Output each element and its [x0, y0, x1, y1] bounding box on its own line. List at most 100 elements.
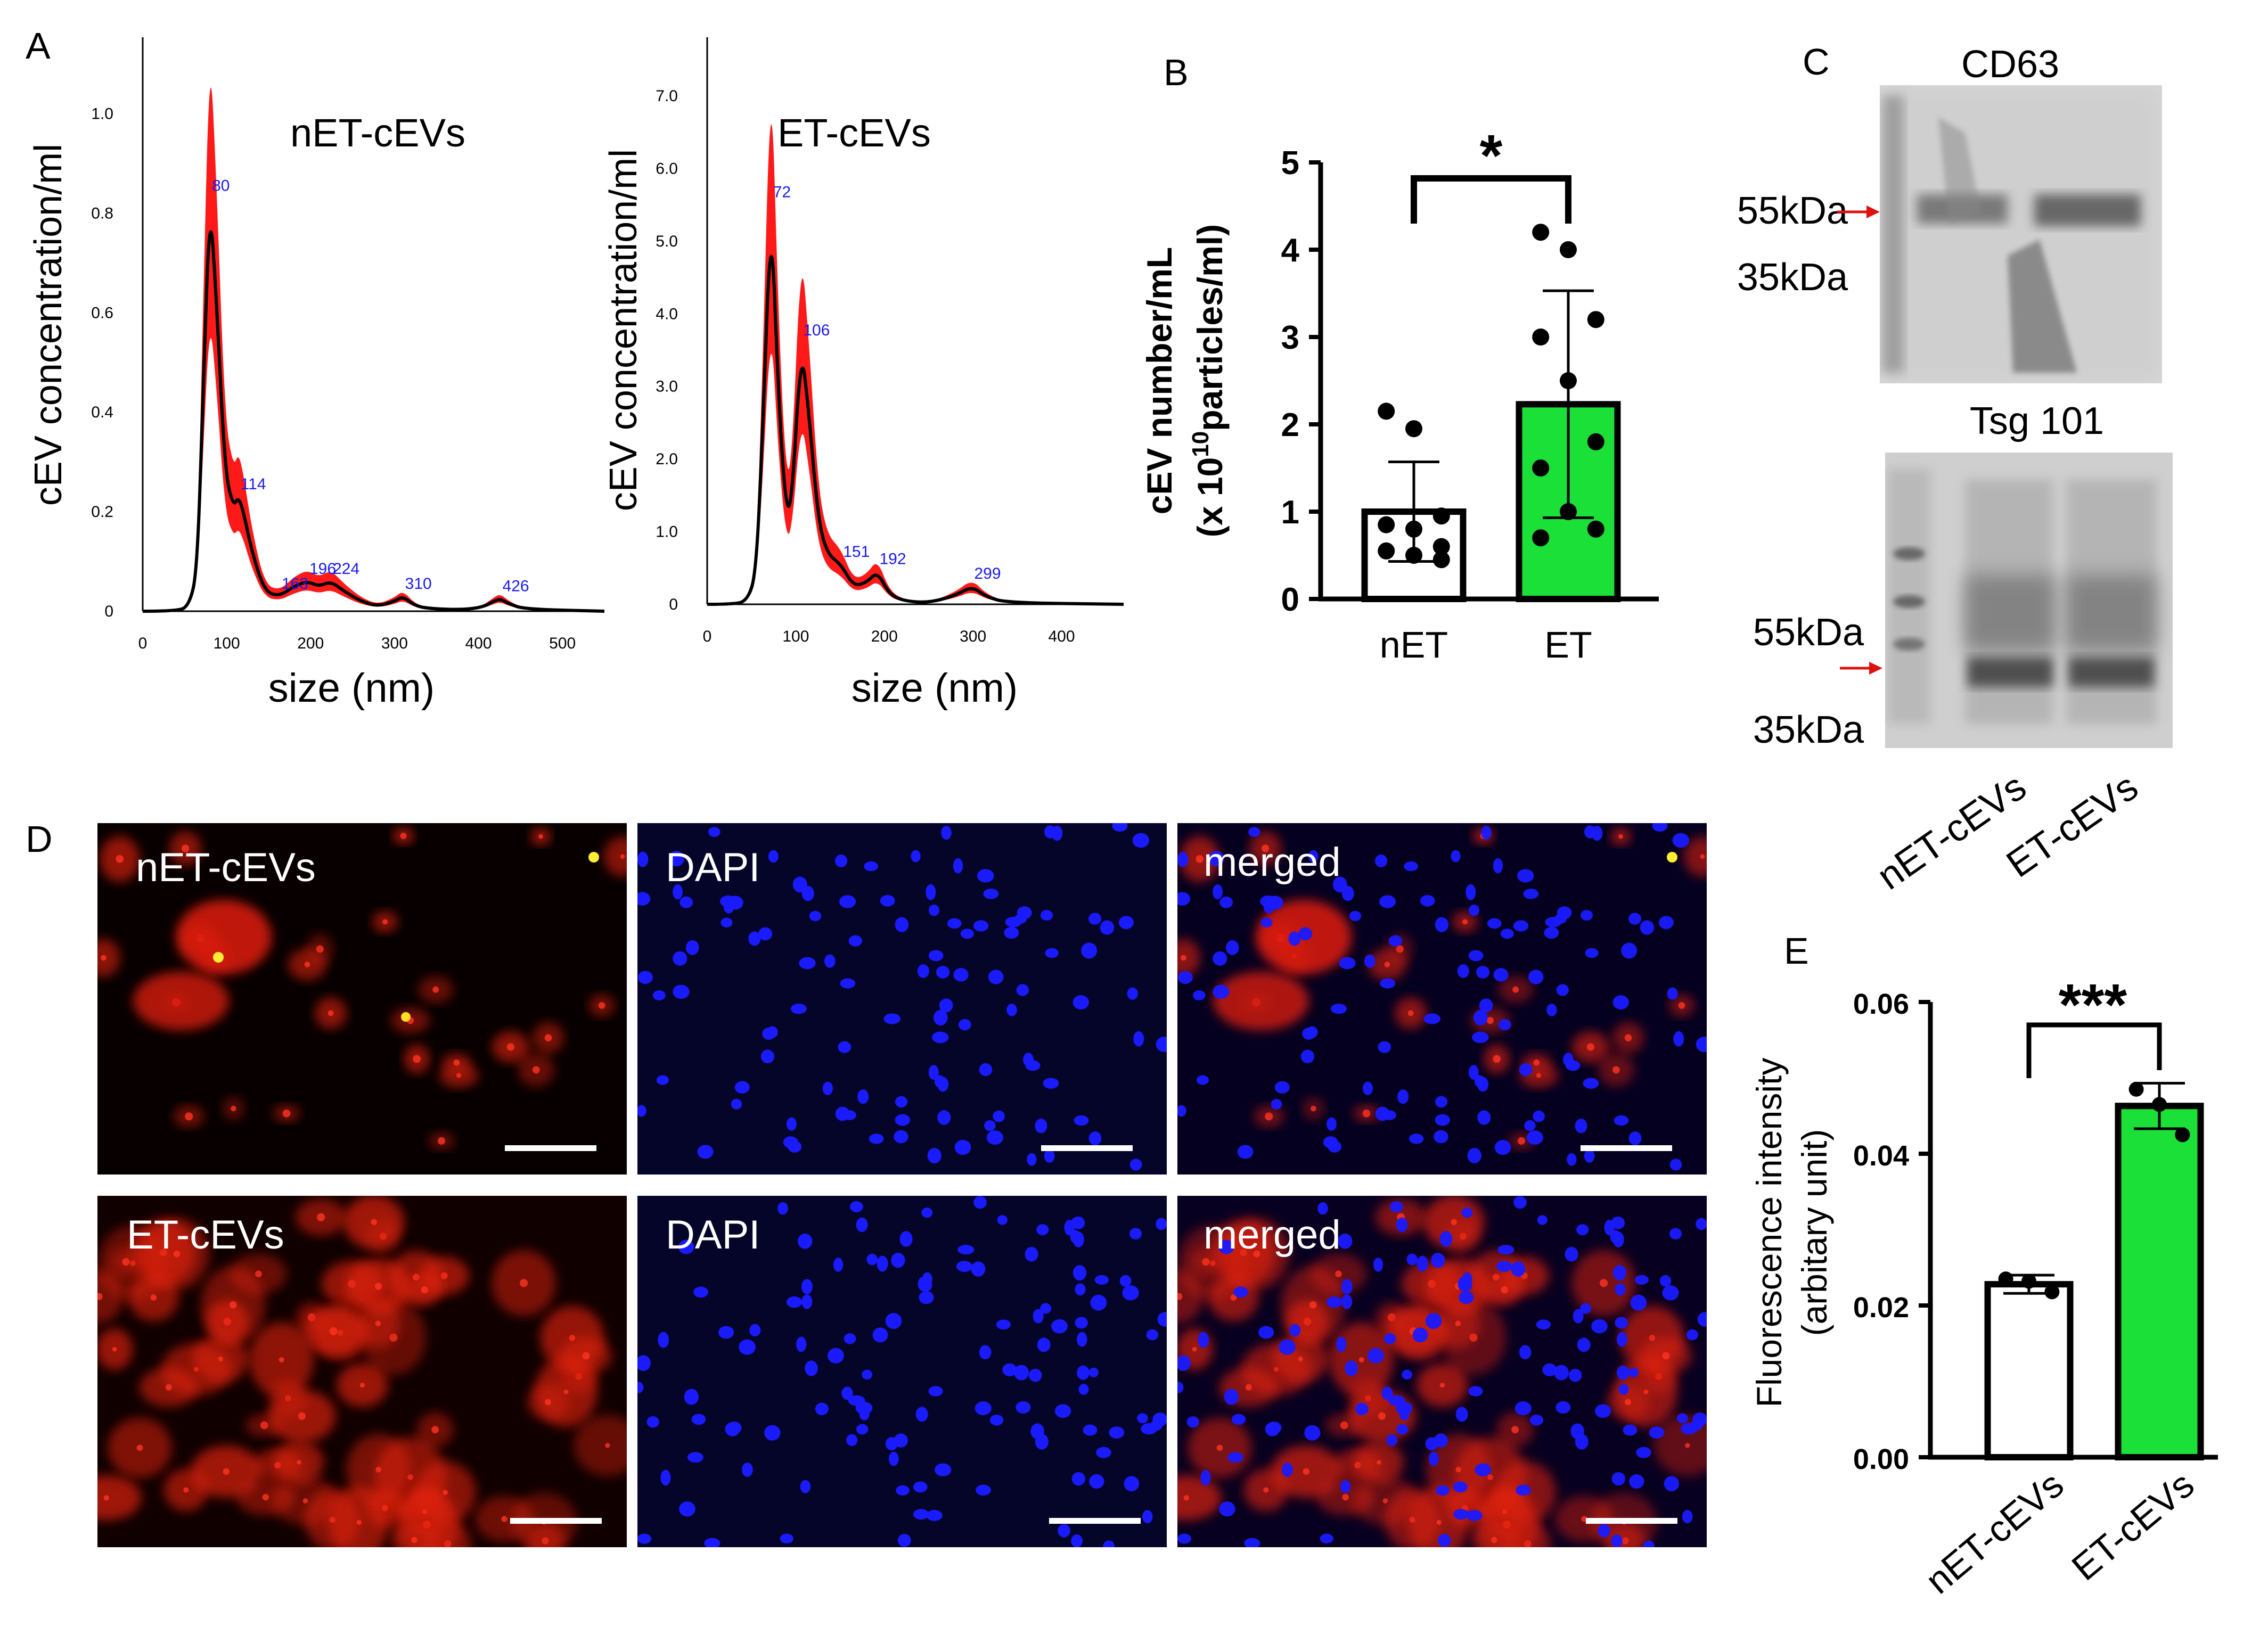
nucleus	[1406, 1253, 1418, 1266]
micrograph-grid: nET-cEVs DAPI merged ET-cEVs DAPI merged	[97, 823, 1707, 1547]
peak-label: 224	[333, 560, 359, 578]
nucleus	[1077, 1365, 1090, 1380]
nucleus	[953, 858, 963, 874]
vesicle	[1298, 1356, 1303, 1361]
vesicle	[1177, 1293, 1183, 1300]
vesicle	[456, 1073, 462, 1078]
nucleus	[1555, 1401, 1571, 1414]
vesicle	[229, 1301, 237, 1309]
vesicle	[165, 1384, 172, 1391]
cell	[1683, 836, 1707, 877]
nucleus	[957, 1245, 975, 1255]
nucleus	[800, 1480, 811, 1493]
nucleus	[1497, 1245, 1514, 1255]
nucleus	[1025, 1060, 1041, 1071]
nucleus	[1258, 1326, 1274, 1339]
nucleus	[796, 1336, 807, 1352]
nucleus	[1611, 1534, 1623, 1547]
cell	[603, 836, 627, 877]
nucleus	[1213, 984, 1230, 999]
nucleus	[725, 1422, 740, 1436]
vesicle	[223, 1468, 230, 1475]
nucleus	[1568, 1368, 1582, 1382]
vesicle	[1311, 1105, 1316, 1112]
peak-label: 80	[212, 177, 230, 194]
y-tick-label: 0.4	[91, 404, 113, 421]
nucleus	[883, 1013, 901, 1024]
y-tick-label: 5	[1281, 145, 1299, 182]
nucleus	[1248, 827, 1260, 837]
nucleus	[1459, 1279, 1472, 1292]
vesicle	[1700, 854, 1705, 859]
nucleus	[973, 920, 989, 932]
cd63-mw-35: 35kDa	[1737, 256, 1848, 299]
nucleus	[1435, 1096, 1448, 1108]
nucleus	[928, 1386, 943, 1397]
y-tick-label: 1.0	[656, 523, 678, 541]
nucleus	[1152, 1413, 1167, 1426]
nucleus	[1629, 1474, 1644, 1489]
vesicle	[1462, 919, 1468, 925]
y-tick-labels: 0 1.0 2.0 3.0 4.0 5.0 6.0 7.0	[656, 87, 678, 613]
nucleus	[1362, 1081, 1373, 1095]
significance-stars: ***	[2059, 972, 2127, 1038]
data-point	[1532, 224, 1550, 241]
nucleus	[1612, 995, 1629, 1009]
panel-letter-e: E	[1784, 930, 1809, 972]
nucleus	[1580, 910, 1593, 921]
nta-right-title: ET-cEVs	[777, 111, 931, 155]
vesicle	[413, 1055, 421, 1063]
nucleus	[1074, 1115, 1089, 1126]
data-point	[1998, 1271, 2013, 1287]
y-tick-label: 0.00	[1853, 1443, 1909, 1475]
data-point	[1405, 520, 1422, 538]
nucleus	[1070, 1230, 1080, 1244]
nucleus	[1658, 916, 1674, 930]
vesicle	[1407, 1010, 1414, 1016]
x-tick-label: 400	[465, 635, 492, 652]
nucleus	[1375, 854, 1388, 867]
y-tick-label: 0	[104, 603, 113, 620]
dapi-nuclei	[637, 1196, 1167, 1547]
nucleus	[1330, 1004, 1347, 1014]
vesicle	[538, 834, 543, 839]
vesicle	[501, 1516, 507, 1522]
nucleus	[1431, 1252, 1445, 1268]
vesicle	[1536, 1073, 1542, 1078]
vesicle	[1501, 1286, 1508, 1294]
nucleus	[1213, 951, 1227, 966]
vesicle	[443, 1490, 448, 1495]
peak-labels: 72 106 151 192 299	[773, 184, 1001, 582]
nucleus	[805, 1360, 818, 1376]
nucleus	[1465, 884, 1476, 900]
nucleus	[801, 1279, 813, 1294]
nucleus	[1231, 1414, 1246, 1425]
nucleus	[839, 895, 856, 908]
panel-b-ylabel-line1: cEV number/mL	[1140, 247, 1179, 514]
x-tick-label: 500	[549, 635, 576, 652]
bright-spot	[1667, 852, 1677, 863]
nucleus	[828, 1348, 844, 1364]
scale-bars	[505, 1145, 1677, 1524]
vesicle	[1455, 1467, 1461, 1473]
cell	[97, 939, 120, 977]
nucleus	[1594, 1404, 1611, 1418]
vesicle	[1618, 834, 1623, 839]
vesicle	[400, 832, 407, 839]
x-tick-label: 300	[381, 635, 408, 652]
y-tick-label: 2.0	[656, 450, 678, 468]
nucleus	[1517, 869, 1534, 883]
micro-label-merged2: merged	[1203, 1212, 1341, 1258]
nucleus	[1219, 1501, 1235, 1517]
nucleus	[1621, 942, 1637, 959]
nucleus	[927, 1147, 941, 1164]
nucleus	[1129, 1228, 1142, 1239]
nucleus	[1475, 1463, 1492, 1476]
nucleus	[1611, 1216, 1625, 1229]
vesicle	[183, 1487, 189, 1493]
vesicle	[1511, 1426, 1519, 1434]
vesicle	[298, 1412, 306, 1420]
nucleus	[1523, 888, 1539, 899]
nucleus	[1576, 1224, 1589, 1236]
